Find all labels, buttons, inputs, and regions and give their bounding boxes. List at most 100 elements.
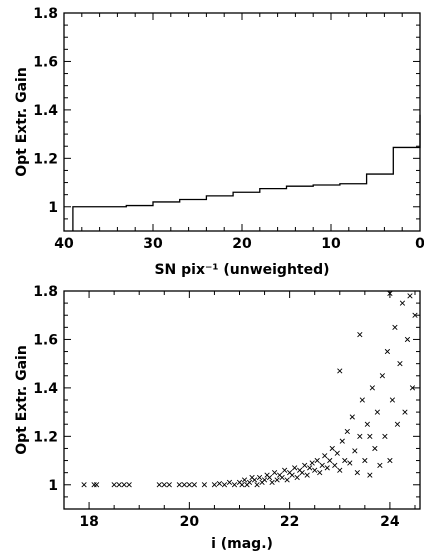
scatter-point-stroke: [354, 470, 360, 476]
scatter-point-stroke: [211, 482, 218, 488]
scatter-point: [161, 482, 167, 488]
scatter-point: [367, 472, 373, 478]
scatter-point: [324, 465, 330, 471]
scatter-point: [121, 482, 127, 488]
scatter-point-stroke: [226, 479, 233, 485]
scatter-x-tick-label: 20: [180, 514, 200, 530]
histogram-x-tick-label: 40: [54, 236, 74, 252]
scatter-plot-frame: [63, 290, 421, 510]
scatter-point-stroke: [394, 421, 401, 427]
scatter-point: [307, 465, 313, 471]
scatter-point: [372, 445, 378, 452]
scatter-point-stroke: [392, 324, 398, 330]
scatter-point: [364, 421, 370, 427]
scatter-point-stroke: [93, 482, 100, 488]
scatter-point-stroke: [312, 467, 318, 473]
scatter-point: [377, 462, 383, 469]
scatter-point: [349, 414, 355, 420]
scatter-point: [334, 450, 340, 456]
scatter-point: [352, 448, 358, 454]
scatter-point: [256, 474, 263, 481]
scatter-y-tick-label: 1.8: [33, 284, 58, 300]
scatter-point-stroke: [287, 470, 293, 476]
scatter-point: [362, 457, 368, 464]
scatter-point-stroke: [377, 462, 383, 469]
scatter-y-axis-title: Opt Extr. Gain: [14, 345, 30, 455]
scatter-point-stroke: [337, 467, 343, 473]
scatter-point: [282, 467, 288, 473]
scatter-point: [216, 480, 223, 487]
scatter-point: [299, 470, 305, 476]
scatter-point-stroke: [279, 474, 285, 481]
scatter-point: [374, 409, 380, 415]
histogram-x-tick-label: 10: [321, 236, 341, 252]
scatter-point-stroke: [332, 462, 338, 469]
histogram-ticks: 40 30 20 10 0 1 1.2 1.4 1.6 1.8: [33, 6, 424, 252]
scatter-point: [317, 470, 323, 476]
scatter-point: [91, 482, 97, 488]
scatter-point-stroke: [337, 368, 343, 374]
scatter-point-stroke: [269, 479, 275, 485]
histogram-y-axis-title: Opt Extr. Gain: [14, 67, 30, 177]
scatter-point-stroke: [294, 474, 300, 481]
scatter-point-stroke: [357, 433, 363, 439]
scatter-point: [302, 462, 308, 469]
scatter-point: [337, 467, 343, 473]
scatter-point-stroke: [367, 433, 373, 439]
scatter-point-stroke: [302, 462, 308, 469]
scatter-point: [354, 470, 360, 476]
scatter-y-tick-label: 1.4: [33, 381, 58, 397]
scatter-point-stroke: [347, 460, 353, 466]
scatter-point: [379, 373, 386, 379]
histogram-plot-frame: [63, 12, 421, 232]
scatter-point-stroke: [387, 290, 393, 297]
scatter-point: [322, 453, 328, 459]
scatter-x-tick-label: 24: [380, 514, 400, 530]
scatter-point: [231, 482, 238, 488]
scatter-point: [369, 385, 375, 391]
scatter-point-stroke: [374, 409, 380, 415]
scatter-point-stroke: [121, 482, 127, 488]
histogram-y-tick-label: 1.2: [33, 151, 58, 167]
scatter-point: [329, 445, 335, 452]
scatter-point-stroke: [309, 460, 315, 466]
scatter-point: [269, 479, 275, 485]
scatter-point-stroke: [261, 477, 268, 483]
scatter-point-stroke: [161, 482, 167, 488]
scatter-point-stroke: [344, 428, 350, 435]
scatter-point: [211, 482, 218, 488]
scatter-point: [176, 482, 182, 488]
scatter-point: [342, 457, 348, 464]
scatter-point: [279, 474, 285, 481]
scatter-point-stroke: [324, 465, 330, 471]
scatter-point: [292, 465, 298, 471]
scatter-point: [359, 397, 365, 403]
scatter-point: [309, 460, 315, 466]
scatter-point: [337, 368, 343, 374]
scatter-point-stroke: [357, 331, 363, 338]
scatter-point: [221, 482, 228, 488]
scatter-point: [294, 474, 300, 481]
scatter-point-stroke: [327, 457, 333, 464]
scatter-point-stroke: [314, 457, 320, 464]
scatter-series: [81, 290, 418, 488]
scatter-point-stroke: [404, 336, 411, 343]
scatter-point-stroke: [409, 385, 416, 391]
scatter-point-stroke: [402, 409, 408, 415]
scatter-point-stroke: [389, 397, 396, 403]
scatter-point: [226, 479, 233, 485]
scatter-point-stroke: [384, 348, 391, 355]
scatter-point-stroke: [241, 477, 248, 483]
scatter-point-stroke: [339, 438, 345, 444]
scatter-point: [239, 482, 245, 488]
scatter-point: [166, 482, 172, 488]
scatter-point-stroke: [81, 482, 87, 488]
scatter-point: [284, 477, 290, 483]
scatter-point: [111, 482, 117, 488]
scatter-point-stroke: [156, 482, 162, 488]
scatter-point-stroke: [271, 470, 278, 476]
scatter-point: [387, 290, 393, 297]
scatter-point: [407, 293, 413, 299]
scatter-point-stroke: [304, 472, 310, 478]
scatter-point: [251, 477, 258, 483]
